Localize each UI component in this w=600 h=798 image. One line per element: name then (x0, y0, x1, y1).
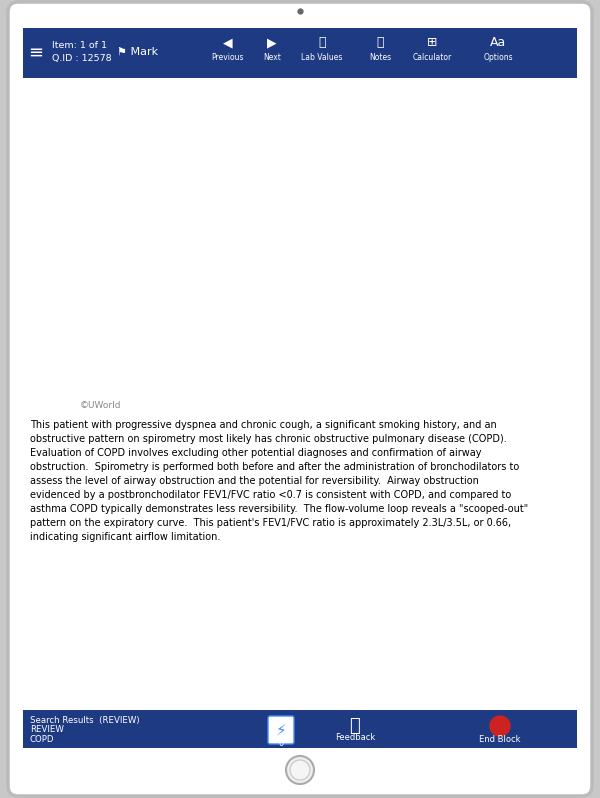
Text: Search Results  (REVIEW): Search Results (REVIEW) (30, 716, 140, 725)
Text: Q.ID : 12578: Q.ID : 12578 (52, 53, 112, 62)
Text: Obstructive
lung disease: Obstructive lung disease (138, 152, 209, 211)
Text: Tracheal
stenosis: Tracheal stenosis (319, 147, 374, 212)
Text: Options: Options (483, 53, 513, 62)
Text: This patient with progressive dyspnea and chronic cough, a significant smoking h: This patient with progressive dyspnea an… (30, 420, 497, 430)
Text: End Block: End Block (479, 736, 521, 745)
FancyBboxPatch shape (23, 28, 577, 78)
Text: Feedback: Feedback (335, 733, 375, 742)
Text: Flow (L /sec): Flow (L /sec) (26, 110, 97, 120)
Text: ◀: ◀ (223, 37, 233, 49)
FancyBboxPatch shape (23, 78, 577, 710)
Text: Next: Next (263, 53, 281, 62)
FancyBboxPatch shape (268, 716, 294, 744)
Text: ©UWorld: ©UWorld (80, 401, 121, 410)
FancyBboxPatch shape (8, 2, 592, 796)
Text: ⊞: ⊞ (427, 37, 437, 49)
Text: obstruction.  Spirometry is performed both before and after the administration o: obstruction. Spirometry is performed bot… (30, 462, 519, 472)
Text: ▶: ▶ (267, 37, 277, 49)
Text: assess the level of airway obstruction and the potential for reversibility.  Air: assess the level of airway obstruction a… (30, 476, 479, 486)
X-axis label: Lung volume (L): Lung volume (L) (252, 434, 354, 447)
Text: COPD: COPD (30, 736, 55, 745)
Text: ≡: ≡ (28, 44, 44, 62)
Text: Expiration: Expiration (32, 174, 43, 231)
Text: pattern on the expiratory curve.  This patient's FEV1/FVC ratio is approximately: pattern on the expiratory curve. This pa… (30, 518, 511, 528)
Text: 📋: 📋 (376, 37, 384, 49)
Text: Restrictive
defect: Restrictive defect (412, 163, 502, 214)
Text: Previous: Previous (212, 53, 244, 62)
Text: ⚡: ⚡ (275, 722, 286, 737)
Text: Inspiration: Inspiration (32, 303, 43, 362)
Text: Notes: Notes (369, 53, 391, 62)
Text: Calculator: Calculator (412, 53, 452, 62)
Text: obstructive pattern on spirometry most likely has chronic obstructive pulmonary : obstructive pattern on spirometry most l… (30, 434, 507, 444)
Text: 0: 0 (278, 738, 284, 748)
Text: REVIEW: REVIEW (30, 725, 64, 734)
Circle shape (286, 756, 314, 784)
Text: Item: 1 of 1: Item: 1 of 1 (52, 41, 107, 49)
Text: evidenced by a postbronchodilator FEV1/FVC ratio <0.7 is consistent with COPD, a: evidenced by a postbronchodilator FEV1/F… (30, 490, 511, 500)
Text: indicating significant airflow limitation.: indicating significant airflow limitatio… (30, 532, 220, 542)
Text: 💬: 💬 (350, 717, 361, 735)
Title: Flow-volume curves for various lung conditions: Flow-volume curves for various lung cond… (139, 78, 467, 93)
Text: Normal: Normal (225, 124, 290, 154)
Text: Aa: Aa (490, 37, 506, 49)
Text: 🧪: 🧪 (318, 37, 326, 49)
Text: ⚑ Mark: ⚑ Mark (118, 47, 158, 57)
FancyBboxPatch shape (23, 710, 577, 748)
Circle shape (290, 760, 310, 780)
Text: Lab Values: Lab Values (301, 53, 343, 62)
Text: Evaluation of COPD involves excluding other potential diagnoses and confirmation: Evaluation of COPD involves excluding ot… (30, 448, 482, 458)
Text: asthma COPD typically demonstrates less reversibility.  The flow-volume loop rev: asthma COPD typically demonstrates less … (30, 504, 528, 514)
Circle shape (490, 716, 510, 736)
